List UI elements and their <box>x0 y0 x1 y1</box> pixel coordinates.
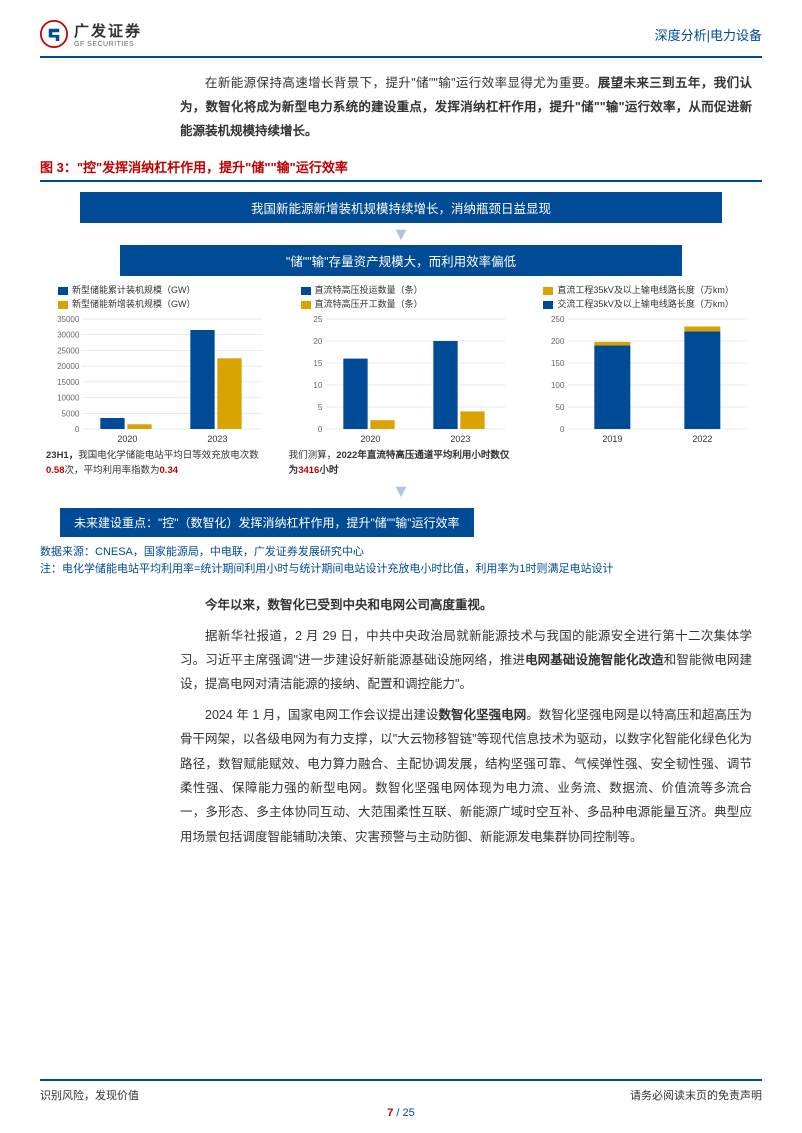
legend-item: 新型储能新增装机规模（GW） <box>58 298 196 312</box>
footer-left: 识别风险，发现价值 <box>40 1087 139 1103</box>
legend-swatch <box>543 301 553 309</box>
intro-paragraph: 在新能源保持高速增长背景下，提升"储""输"运行效率显得尤为重要。展望未来三到五… <box>180 72 752 143</box>
svg-text:0: 0 <box>560 425 565 434</box>
chart-1-note-t1: 我国电化学储能电站平均日等效充放电次数 <box>78 450 259 461</box>
chart-2-note-r1: 3416 <box>298 465 319 476</box>
chart-1-note: 23H1，我国电化学储能电站平均日等效充放电次数 0.58次，平均利用率指数为0.… <box>40 449 277 478</box>
chart-2-note-b: 我们测算， <box>289 450 337 461</box>
chart-1-note-r2: 0.34 <box>160 465 179 476</box>
svg-text:200: 200 <box>551 337 565 346</box>
chart-1-legend: 新型储能累计装机规模（GW）新型储能新增装机规模（GW） <box>58 284 196 311</box>
svg-text:10: 10 <box>313 381 322 390</box>
legend-label: 新型储能累计装机规模（GW） <box>72 284 196 298</box>
svg-text:30000: 30000 <box>57 331 80 340</box>
page-footer: 识别风险，发现价值 请务必阅读末页的免责声明 7 / 25 <box>40 1079 762 1119</box>
svg-text:2023: 2023 <box>207 434 227 444</box>
svg-text:0: 0 <box>75 425 80 434</box>
svg-text:5000: 5000 <box>62 410 80 419</box>
chart-2-legend: 直流特高压投运数量（条）直流特高压开工数量（条） <box>301 284 423 311</box>
body-p2-kw: 电网基础设施智能化改造 <box>525 653 664 667</box>
gf-logo-icon <box>40 20 68 48</box>
figure-banner-2: "储""输"存量资产规模大，而利用效率偏低 <box>120 245 682 276</box>
charts-row: 新型储能累计装机规模（GW）新型储能新增装机规模（GW） 05000100001… <box>40 284 762 478</box>
legend-label: 交流工程35kV及以上输电线路长度（万km） <box>557 298 734 312</box>
svg-text:2020: 2020 <box>117 434 137 444</box>
chart-2: 直流特高压投运数量（条）直流特高压开工数量（条） 0 5 10 15 20 25 2020 2… <box>283 284 520 478</box>
chart-2-svg: 0 5 10 15 20 25 2020 2023 <box>283 315 520 445</box>
svg-text:5: 5 <box>318 403 323 412</box>
legend-item: 新型储能累计装机规模（GW） <box>58 284 196 298</box>
page-header: 广发证券 GF SECURITIES 深度分析|电力设备 <box>40 20 762 48</box>
figure-title: 图 3："控"发挥消纳杠杆作用，提升"储""输"运行效率 <box>40 157 762 176</box>
svg-text:2022: 2022 <box>693 434 713 444</box>
svg-text:20000: 20000 <box>57 362 80 371</box>
figure-rule <box>40 180 762 182</box>
legend-label: 直流特高压开工数量（条） <box>315 298 423 312</box>
logo-en: GF SECURITIES <box>74 41 142 48</box>
legend-label: 直流特高压投运数量（条） <box>315 284 423 298</box>
body-p3: 2024 年 1 月，国家电网工作会议提出建设数智化坚强电网。数智化坚强电网是以… <box>180 703 752 849</box>
svg-text:0: 0 <box>318 425 323 434</box>
intro-plain: 在新能源保持高速增长背景下，提升"储""输"运行效率显得尤为重要。 <box>205 76 598 90</box>
figure-bottom-banner: 未来建设重点："控"（数智化）发挥消纳杠杆作用，提升"储""输"运行效率 <box>60 508 742 537</box>
svg-text:10000: 10000 <box>57 394 80 403</box>
body-p1-lead: 今年以来，数智化已受到中央和电网公司高度重视。 <box>205 598 493 612</box>
legend-item: 直流工程35kV及以上输电线路长度（万km） <box>543 284 734 298</box>
brand-logo: 广发证券 GF SECURITIES <box>40 20 142 48</box>
svg-text:250: 250 <box>551 315 565 324</box>
figure-footnote: 注：电化学储能电站平均利用率=统计期间利用小时与统计期间电站设计充放电小时比值，… <box>40 561 762 578</box>
page-sep: / <box>393 1107 402 1119</box>
chart-1-note-t2: 次，平均利用率指数为 <box>65 465 160 476</box>
bottom-banner-text: 未来建设重点："控"（数智化）发挥消纳杠杆作用，提升"储""输"运行效率 <box>60 508 474 537</box>
svg-text:100: 100 <box>551 381 565 390</box>
chart-3: 直流工程35kV及以上输电线路长度（万km）交流工程35kV及以上输电线路长度（… <box>525 284 762 478</box>
figure-source: 数据来源：CNESA，国家能源局，中电联，广发证券发展研究中心 <box>40 543 762 559</box>
arrow-down-icon-2: ▼ <box>40 482 762 500</box>
legend-label: 直流工程35kV及以上输电线路长度（万km） <box>557 284 734 298</box>
footer-divider <box>40 1079 762 1081</box>
page-total: 25 <box>403 1107 415 1119</box>
chart-2-note-t2: 小时 <box>319 465 338 476</box>
body-p2: 据新华社报道，2 月 29 日，中共中央政治局就新能源技术与我国的能源安全进行第… <box>180 624 752 697</box>
svg-text:2019: 2019 <box>603 434 623 444</box>
legend-swatch <box>301 287 311 295</box>
header-divider <box>40 56 762 58</box>
legend-item: 交流工程35kV及以上输电线路长度（万km） <box>543 298 734 312</box>
legend-swatch <box>58 287 68 295</box>
svg-text:25: 25 <box>313 315 322 324</box>
header-category: 深度分析|电力设备 <box>655 25 762 44</box>
svg-text:15000: 15000 <box>57 378 80 387</box>
svg-text:2023: 2023 <box>450 434 470 444</box>
figure-banner-1: 我国新能源新增装机规模持续增长，消纳瓶颈日益显现 <box>80 192 722 223</box>
chart-3-svg: 0 50 100 150 200 250 2019 2022 <box>525 315 762 445</box>
legend-swatch <box>543 287 553 295</box>
chart-1-svg: 0 5000 10000 15000 20000 25000 30000 35000 2020 2… <box>40 315 277 445</box>
arrow-down-icon: ▼ <box>40 225 762 243</box>
svg-text:15: 15 <box>313 359 322 368</box>
page-number: 7 / 25 <box>40 1107 762 1119</box>
svg-text:50: 50 <box>556 403 565 412</box>
chart-1-note-b: 23H1， <box>46 450 78 461</box>
svg-text:25000: 25000 <box>57 347 80 356</box>
legend-item: 直流特高压投运数量（条） <box>301 284 423 298</box>
chart-1-note-r1: 0.58 <box>46 465 65 476</box>
legend-swatch <box>301 301 311 309</box>
footer-right: 请务必阅读末页的免责声明 <box>630 1087 762 1103</box>
body-p3-kw: 数智化坚强电网 <box>438 708 526 722</box>
svg-text:20: 20 <box>313 337 322 346</box>
legend-swatch <box>58 301 68 309</box>
chart-3-legend: 直流工程35kV及以上输电线路长度（万km）交流工程35kV及以上输电线路长度（… <box>543 284 734 311</box>
body-block: 今年以来，数智化已受到中央和电网公司高度重视。 据新华社报道，2 月 29 日，… <box>180 593 752 849</box>
legend-item: 直流特高压开工数量（条） <box>301 298 423 312</box>
svg-text:35000: 35000 <box>57 315 80 324</box>
svg-text:2020: 2020 <box>360 434 380 444</box>
chart-1: 新型储能累计装机规模（GW）新型储能新增装机规模（GW） 0 5000 10000 1… <box>40 284 277 478</box>
body-p3-b: 。数智化坚强电网是以特高压和超高压为骨干网架，以各级电网为有力支撑，以"大云物移… <box>180 708 752 844</box>
svg-text:150: 150 <box>551 359 565 368</box>
logo-cn: 广发证券 <box>74 20 142 41</box>
legend-label: 新型储能新增装机规模（GW） <box>72 298 196 312</box>
chart-2-note: 我们测算，2022年直流特高压通道平均利用小时数仅为3416小时 <box>283 449 520 478</box>
body-p3-a: 2024 年 1 月，国家电网工作会议提出建设 <box>205 708 438 722</box>
